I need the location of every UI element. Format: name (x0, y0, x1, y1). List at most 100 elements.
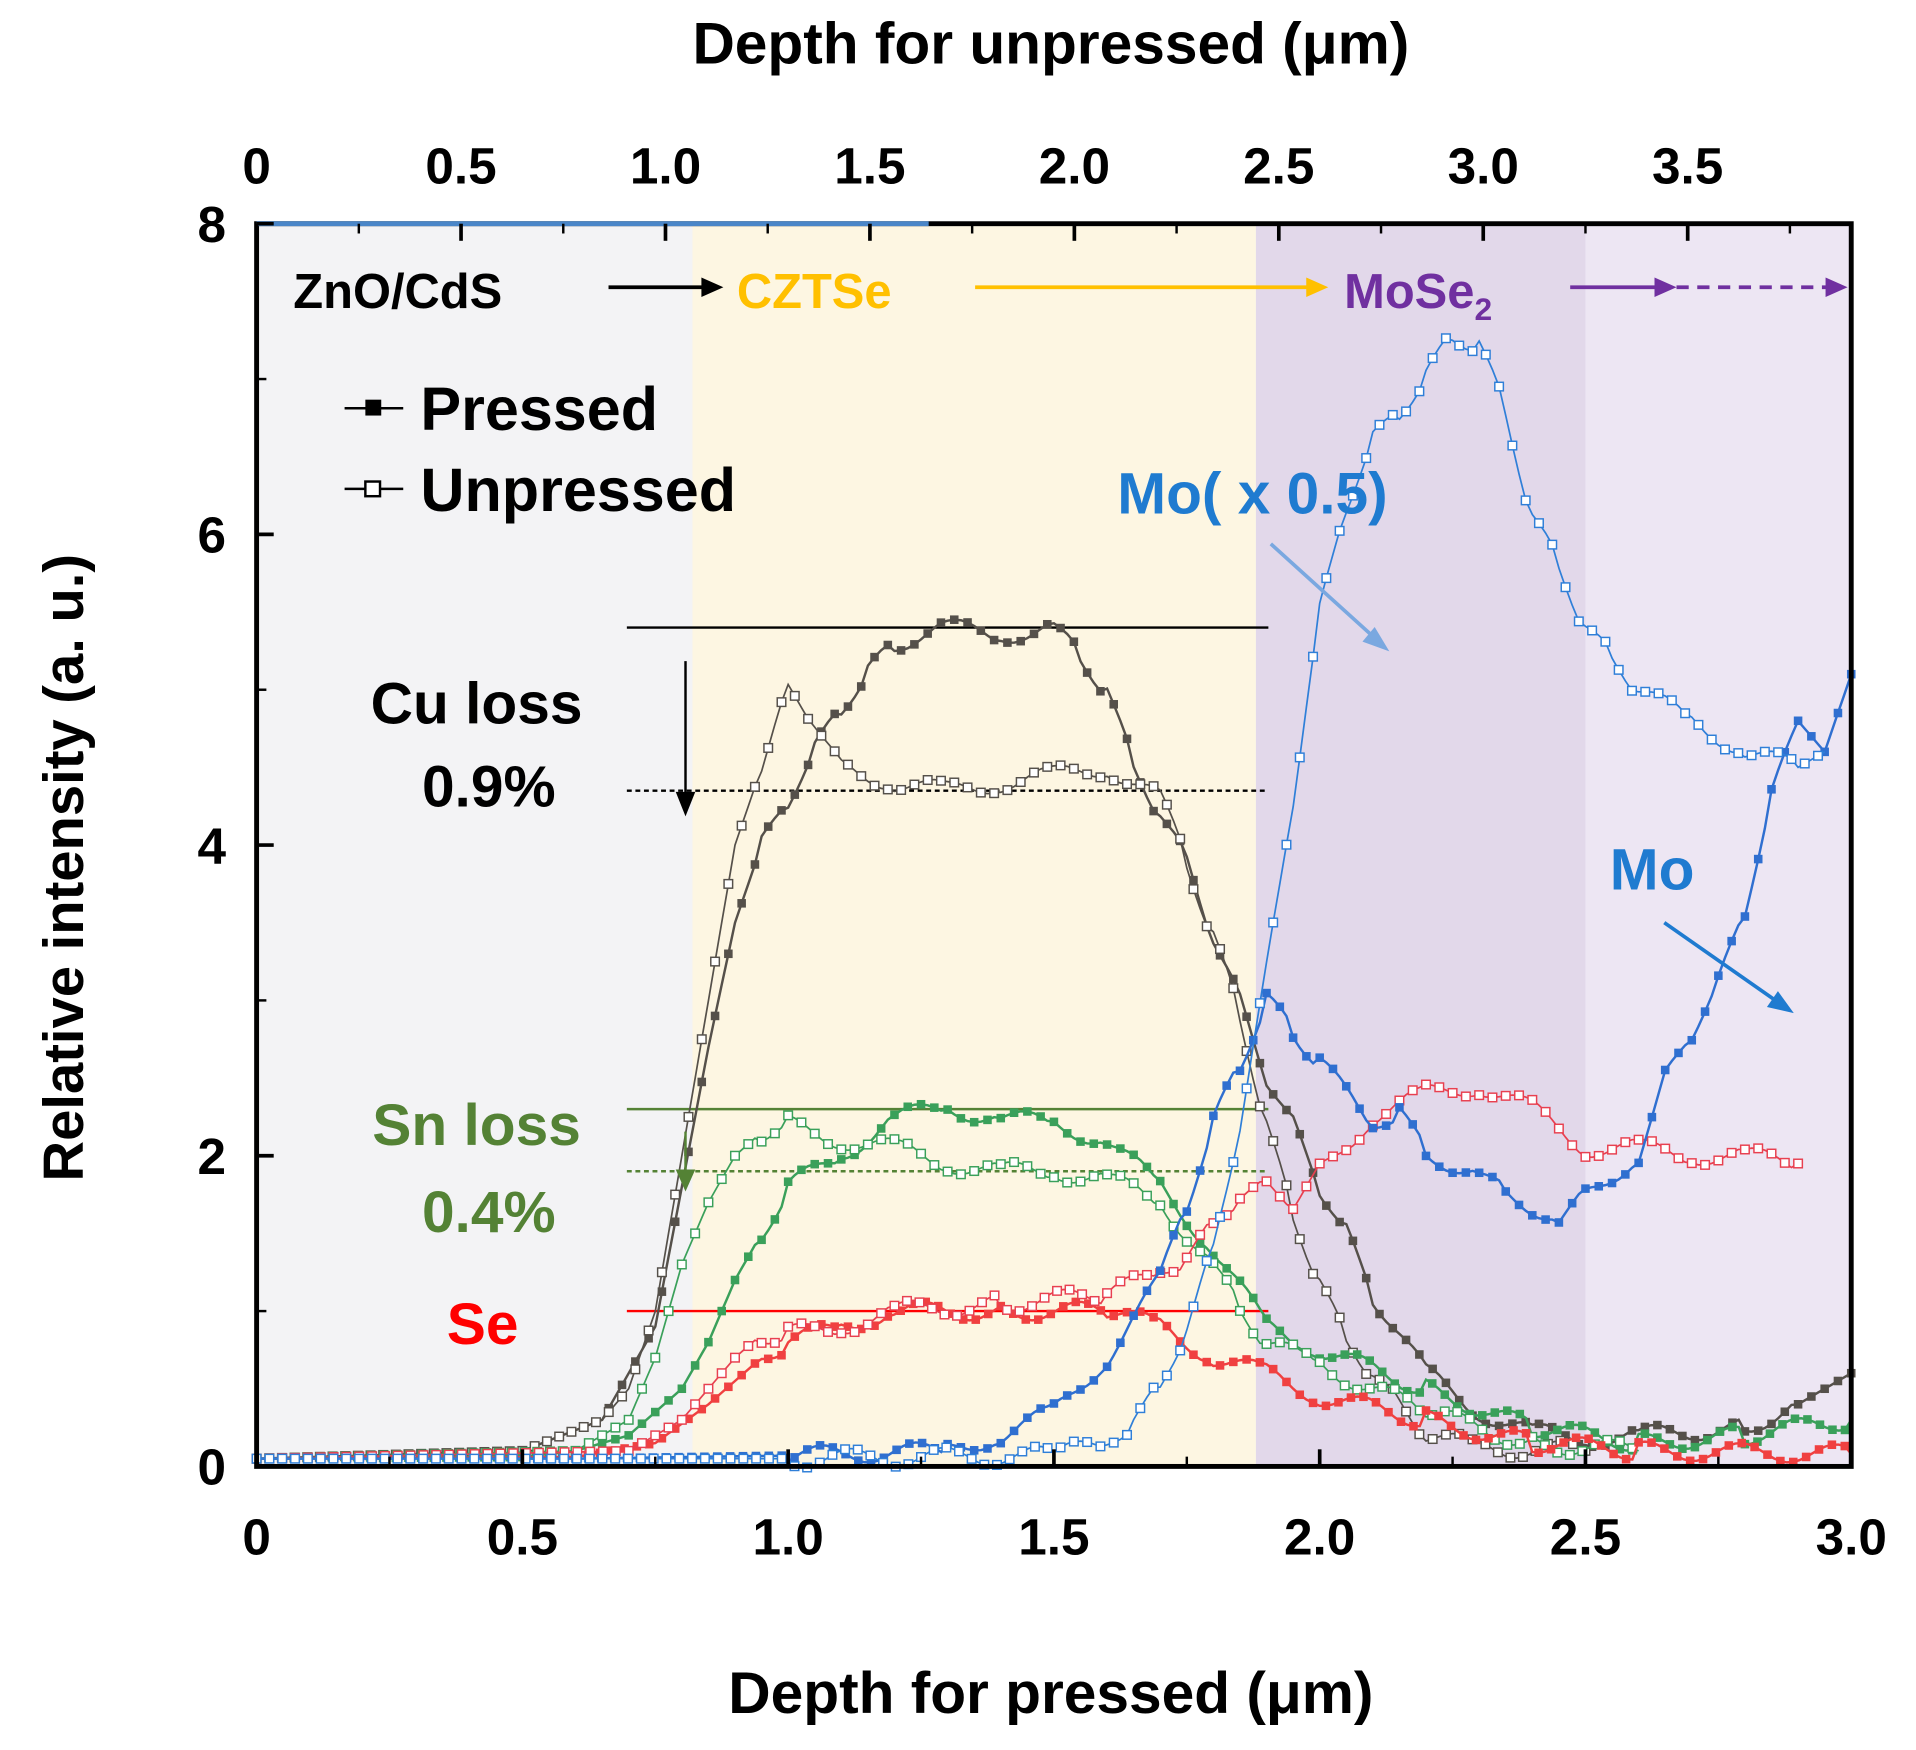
data-point (1452, 1406, 1463, 1417)
data-point (1262, 1314, 1271, 1323)
data-point (1496, 1429, 1506, 1438)
data-point (1301, 1181, 1312, 1192)
data-point (1478, 1411, 1487, 1420)
data-point (1803, 1415, 1812, 1424)
region-label-zno-cds: ZnO/CdS (293, 265, 502, 319)
data-point (1042, 761, 1053, 772)
data-point (1222, 1081, 1231, 1090)
data-point (1027, 1301, 1038, 1312)
data-point (1201, 1255, 1212, 1266)
data-point (637, 1419, 647, 1428)
data-point (1352, 1384, 1363, 1395)
data-point (1719, 744, 1731, 755)
data-point (971, 1315, 981, 1324)
data-point (1096, 1306, 1106, 1315)
region-label-czts: CZTSe (737, 265, 892, 319)
data-point (926, 1303, 937, 1314)
data-point (1460, 1091, 1471, 1102)
data-point (1209, 1111, 1218, 1121)
data-point (717, 1306, 726, 1316)
data-point (1168, 1266, 1179, 1277)
data-point (849, 1327, 860, 1338)
data-point (790, 1453, 799, 1462)
data-point (1268, 917, 1279, 928)
data-point (1488, 1172, 1497, 1182)
data-point (1052, 1285, 1063, 1296)
data-point (916, 1099, 926, 1109)
data-point (610, 1422, 621, 1433)
data-point (1035, 1168, 1046, 1179)
y-tick-label: 4 (198, 817, 227, 874)
data-point (1109, 1311, 1118, 1321)
data-point (1820, 1384, 1829, 1394)
data-point (1494, 381, 1505, 392)
data-point (703, 1383, 714, 1394)
data-point (1275, 1002, 1285, 1012)
data-point (699, 1453, 710, 1464)
data-point (1452, 1402, 1462, 1411)
data-point (1607, 1178, 1617, 1188)
data-point (684, 1147, 693, 1157)
data-point (1361, 453, 1372, 464)
data-point (797, 1165, 806, 1175)
data-point (1502, 1439, 1513, 1450)
data-point (809, 1128, 820, 1139)
data-point (611, 1434, 620, 1444)
data-point (1467, 346, 1478, 357)
data-point (1155, 1266, 1165, 1275)
data-point (1448, 1168, 1457, 1178)
data-point (690, 1399, 701, 1410)
data-point (1275, 1326, 1285, 1336)
data-point (989, 1290, 1000, 1301)
data-point (1175, 833, 1186, 844)
data-point (1765, 1429, 1775, 1438)
data-point (1388, 1323, 1398, 1333)
data-point (1640, 1422, 1650, 1432)
data-point (783, 1321, 794, 1332)
data-point (1793, 716, 1803, 726)
data-point (644, 1333, 653, 1343)
data-point (783, 1177, 793, 1186)
data-point (1447, 1087, 1458, 1098)
data-point (1665, 1440, 1675, 1449)
data-point (648, 1453, 659, 1464)
data-point (756, 1136, 767, 1147)
data-point (1268, 1090, 1278, 1099)
data-point (1660, 1065, 1670, 1075)
data-point (1308, 651, 1319, 662)
series-group (251, 333, 1856, 1473)
data-point (882, 784, 893, 795)
data-point (1828, 1425, 1837, 1435)
data-point (1706, 734, 1717, 745)
data-point (1321, 1286, 1332, 1297)
data-point (1609, 1449, 1618, 1459)
data-point (730, 1275, 740, 1285)
data-point (392, 1453, 403, 1464)
data-point (1215, 1211, 1226, 1222)
data-point (630, 1364, 641, 1375)
data-point (661, 1453, 672, 1464)
data-point (1341, 1145, 1352, 1156)
data-point (1439, 1406, 1450, 1417)
data-point (810, 1159, 820, 1169)
data-point (1381, 1108, 1392, 1119)
data-point (302, 1453, 313, 1464)
data-point (676, 1414, 687, 1425)
data-point (1627, 1426, 1637, 1435)
data-point (631, 1357, 640, 1366)
data-point (687, 1453, 698, 1464)
data-point (870, 652, 879, 662)
data-point (710, 1011, 720, 1021)
data-point (590, 1417, 601, 1428)
data-point (1055, 1442, 1066, 1453)
se-label: Se (447, 1292, 519, 1357)
data-point (1262, 988, 1271, 998)
data-point (1621, 1170, 1630, 1179)
data-point (1780, 1407, 1790, 1417)
data-point (744, 1252, 753, 1261)
data-point (769, 1128, 780, 1139)
data-point (1733, 748, 1744, 759)
data-point (939, 1309, 950, 1320)
data-point (866, 1458, 876, 1467)
data-point (770, 1215, 780, 1224)
